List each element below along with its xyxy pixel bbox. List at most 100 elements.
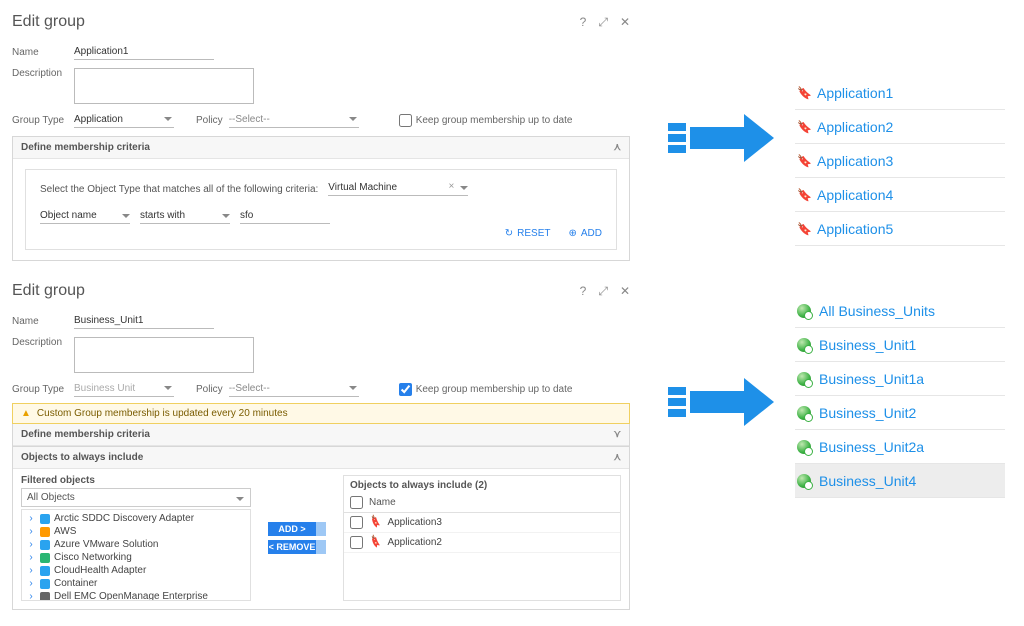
select-all-checkbox[interactable]: [350, 496, 363, 509]
tree-item[interactable]: ›Azure VMware Solution: [22, 538, 250, 551]
add-criteria-button[interactable]: ⊕ ADD: [568, 228, 602, 239]
business-unit-row[interactable]: Business_Unit1: [795, 328, 1005, 362]
add-button[interactable]: ADD >: [268, 522, 326, 536]
column-name: Name: [369, 497, 396, 508]
expand-icon[interactable]: ›: [26, 513, 36, 524]
property-value: Object name: [40, 210, 97, 221]
row-checkbox[interactable]: [350, 536, 363, 549]
application-row[interactable]: 🔖Application3: [795, 144, 1005, 178]
description-input[interactable]: [74, 337, 254, 373]
filtered-objects-label: Filtered objects: [21, 475, 251, 486]
application-row[interactable]: 🔖 Application2: [795, 110, 1005, 144]
grouptype-label: Group Type: [12, 384, 74, 395]
expand-icon[interactable]: ›: [26, 565, 36, 576]
included-object-row[interactable]: 🔖Application3: [344, 513, 620, 533]
keep-membership-label: Keep group membership up to date: [416, 115, 573, 126]
business-unit-row[interactable]: Business_Unit4: [795, 464, 1005, 498]
criteria-value-input[interactable]: [240, 210, 330, 224]
criteria-panel-title: Define membership criteria: [21, 429, 150, 440]
included-object-row[interactable]: 🔖 Application2: [344, 533, 620, 553]
tag-icon: 🔖: [797, 120, 809, 134]
business-unit-row[interactable]: Business_Unit2: [795, 396, 1005, 430]
application-label: Application1: [817, 85, 893, 101]
applications-list: 🔖Application1🔖Application2🔖Application3🔖…: [795, 76, 1005, 246]
property-select[interactable]: Object name: [40, 210, 130, 224]
policy-select[interactable]: --Select--: [229, 381, 359, 397]
tag-icon: 🔖: [797, 154, 809, 168]
application-row[interactable]: 🔖Application4: [795, 178, 1005, 212]
name-input[interactable]: [74, 44, 214, 60]
close-icon[interactable]: ✕: [620, 15, 630, 30]
application-row[interactable]: 🔖 Application1: [795, 76, 1005, 110]
tag-icon: 🔖: [367, 535, 382, 550]
business-unit-row[interactable]: Business_Unit2a: [795, 430, 1005, 464]
expand-icon[interactable]: ›: [26, 539, 36, 550]
application-row[interactable]: 🔖Application5: [795, 212, 1005, 246]
arrow-icon: [668, 114, 774, 162]
edit-group-dialog-1: Edit group ? ⤢ ✕ Name Description Group …: [12, 8, 630, 261]
expand-icon[interactable]: ⋎: [614, 429, 621, 440]
all-objects-select[interactable]: All Objects: [21, 488, 251, 507]
expand-icon[interactable]: ⤢: [598, 284, 608, 299]
grouptype-select[interactable]: Application: [74, 112, 174, 128]
help-icon[interactable]: ?: [580, 15, 587, 30]
grouptype-select[interactable]: Business Unit: [74, 381, 174, 397]
description-label: Description: [12, 337, 74, 348]
description-input[interactable]: [74, 68, 254, 104]
expand-icon[interactable]: ›: [26, 526, 36, 537]
reset-button[interactable]: ↻ RESET: [505, 228, 551, 239]
adapter-icon: [40, 566, 50, 576]
adapter-icon: [40, 540, 50, 550]
business-unit-label: Business_Unit1a: [819, 371, 924, 387]
policy-select[interactable]: --Select--: [229, 112, 359, 128]
help-icon[interactable]: ?: [580, 284, 587, 299]
business-units-list: All Business_Units Business_Unit1 Business…: [795, 294, 1005, 498]
adapter-label: Cisco Networking: [54, 552, 132, 563]
keep-membership-checkbox[interactable]: [399, 114, 412, 127]
remove-button[interactable]: < REMOVE: [268, 540, 326, 554]
collapse-icon[interactable]: ⋏: [614, 452, 621, 463]
business-unit-row[interactable]: Business_Unit1a: [795, 362, 1005, 396]
object-type-select[interactable]: Virtual Machine ×: [328, 182, 468, 196]
adapter-icon: [40, 514, 50, 524]
tree-item[interactable]: › Dell EMC OpenManage Enterprise: [22, 590, 250, 601]
expand-icon[interactable]: ⤢: [598, 15, 608, 30]
policy-label: Policy: [196, 384, 223, 395]
adapter-tree[interactable]: ›Arctic SDDC Discovery Adapter›AWS›Azure…: [21, 509, 251, 601]
edit-group-dialog-2: Edit group ? ⤢ ✕ Name Description Group …: [12, 277, 630, 610]
business-unit-row[interactable]: All Business_Units: [795, 294, 1005, 328]
name-label: Name: [12, 316, 74, 327]
tree-item[interactable]: › Cisco Networking: [22, 551, 250, 564]
globe-icon: [797, 474, 811, 488]
row-label: Application2: [387, 537, 441, 548]
name-input[interactable]: [74, 313, 214, 329]
adapter-icon: [40, 527, 50, 537]
clear-icon[interactable]: ×: [448, 181, 454, 192]
globe-icon: [797, 372, 811, 386]
object-type-value: Virtual Machine: [328, 182, 397, 193]
row-label: Application3: [387, 517, 441, 528]
close-icon[interactable]: ✕: [620, 284, 630, 299]
tree-item[interactable]: › AWS: [22, 525, 250, 538]
tree-item[interactable]: ›Container: [22, 577, 250, 590]
expand-icon[interactable]: ›: [26, 578, 36, 589]
tree-item[interactable]: ›Arctic SDDC Discovery Adapter: [22, 512, 250, 525]
tree-item[interactable]: › CloudHealth Adapter: [22, 564, 250, 577]
row-checkbox[interactable]: [350, 516, 363, 529]
adapter-label: AWS: [54, 526, 76, 537]
expand-icon[interactable]: ›: [26, 591, 36, 601]
tag-icon: 🔖: [797, 86, 809, 100]
expand-icon[interactable]: ›: [26, 552, 36, 563]
business-unit-label: All Business_Units: [819, 303, 935, 319]
collapse-icon[interactable]: ⋏: [614, 142, 621, 153]
keep-membership-checkbox[interactable]: [399, 383, 412, 396]
warning-text: Custom Group membership is updated every…: [37, 408, 288, 419]
description-label: Description: [12, 68, 74, 79]
arrow-icon: [668, 378, 774, 426]
business-unit-label: Business_Unit2: [819, 405, 916, 421]
adapter-label: Dell EMC OpenManage Enterprise: [54, 591, 208, 601]
application-label: Application2: [817, 119, 893, 135]
operator-value: starts with: [140, 210, 185, 221]
operator-select[interactable]: starts with: [140, 210, 230, 224]
adapter-label: CloudHealth Adapter: [54, 565, 146, 576]
